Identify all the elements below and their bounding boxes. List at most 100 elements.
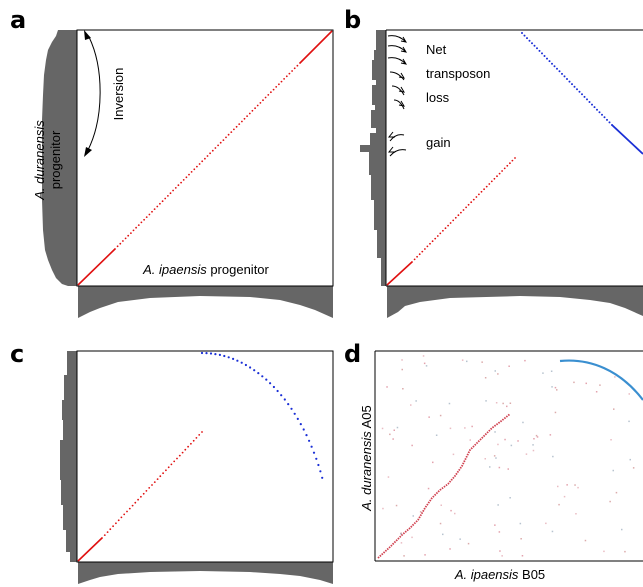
- background-hit: [381, 427, 384, 430]
- data-point: [124, 237, 127, 240]
- data-point: [236, 359, 239, 362]
- background-hit: [612, 469, 614, 472]
- background-hit: [558, 503, 560, 506]
- data-point: [256, 104, 259, 107]
- data-point: [145, 490, 148, 492]
- data-point: [299, 423, 302, 426]
- background-hit: [508, 365, 510, 367]
- background-hit: [501, 555, 503, 557]
- background-hit: [461, 359, 464, 361]
- background-hit: [624, 550, 626, 553]
- background-hit: [520, 538, 522, 540]
- background-hit: [551, 530, 554, 533]
- background-hit: [498, 531, 501, 533]
- background-hit: [533, 438, 535, 440]
- data-point: [293, 67, 296, 70]
- background-hit: [535, 434, 538, 437]
- inversion-label: Inversion: [111, 68, 126, 121]
- data-point: [296, 417, 299, 420]
- data-point: [480, 190, 483, 193]
- background-hit: [419, 511, 422, 513]
- data-point: [583, 95, 586, 98]
- data-point: [259, 102, 262, 104]
- data-point: [269, 382, 272, 385]
- background-hit: [525, 453, 528, 455]
- data-point: [123, 513, 126, 516]
- data-point: [156, 478, 159, 480]
- data-point: [568, 80, 571, 83]
- data-point: [601, 113, 603, 116]
- panel-a-frame: [76, 29, 334, 287]
- background-hit: [498, 466, 501, 469]
- data-point: [411, 261, 413, 263]
- data-point: [187, 445, 190, 448]
- data-point: [116, 245, 119, 248]
- data-point: [276, 389, 279, 393]
- background-hit: [495, 457, 497, 459]
- background-hit: [439, 414, 442, 417]
- data-point: [538, 49, 541, 52]
- data-point: [536, 47, 538, 50]
- data-point: [182, 179, 185, 181]
- data-point: [593, 106, 596, 109]
- data-point: [230, 131, 233, 134]
- panel-b-inverted-line: [611, 124, 643, 155]
- data-point: [267, 94, 270, 96]
- data-point: [521, 32, 523, 34]
- background-hit: [556, 389, 558, 391]
- data-point: [135, 226, 138, 229]
- data-point: [253, 369, 256, 372]
- data-point: [493, 177, 496, 180]
- data-point: [475, 196, 478, 198]
- data-point: [460, 211, 462, 214]
- panel-a-ylabel-1: A. duranensis: [32, 120, 47, 201]
- data-point: [444, 227, 447, 230]
- background-hit: [386, 386, 388, 388]
- data-point: [181, 451, 184, 454]
- panel-b-left-histogram: [360, 30, 386, 286]
- data-point: [470, 201, 473, 204]
- background-hit: [522, 421, 524, 424]
- background-hit: [566, 484, 568, 486]
- background-hit: [510, 444, 513, 447]
- data-point: [151, 210, 153, 213]
- data-point: [447, 224, 449, 227]
- data-point: [541, 52, 543, 55]
- data-point: [127, 234, 130, 237]
- data-point: [272, 88, 275, 91]
- panel-b-forward-line: [386, 261, 413, 286]
- background-hit: [401, 368, 403, 371]
- data-point: [270, 91, 272, 94]
- background-hit: [411, 444, 413, 447]
- background-hit: [425, 365, 428, 367]
- data-point: [576, 88, 578, 91]
- data-point: [132, 229, 135, 232]
- background-hit: [614, 376, 616, 378]
- data-point: [305, 434, 308, 437]
- data-point: [145, 216, 148, 219]
- data-point: [596, 108, 598, 111]
- background-hit: [466, 360, 468, 363]
- data-point: [429, 242, 431, 245]
- data-point: [293, 412, 296, 415]
- data-point: [143, 218, 146, 221]
- background-hit: [563, 495, 566, 498]
- data-point: [312, 451, 316, 454]
- data-point: [457, 214, 460, 217]
- panel-a-xlabel: A. ipaensis progenitor: [142, 262, 269, 277]
- data-point: [418, 253, 421, 256]
- background-hit: [495, 402, 498, 404]
- background-hit: [440, 504, 442, 506]
- data-point: [188, 173, 190, 176]
- data-point: [119, 242, 122, 245]
- data-point: [578, 90, 581, 93]
- background-hit: [615, 491, 618, 494]
- panel-a-left-histogram: [42, 30, 77, 286]
- background-hit: [504, 438, 506, 441]
- data-point: [488, 183, 491, 185]
- background-hit: [497, 443, 499, 446]
- data-point: [588, 101, 591, 103]
- data-point: [137, 498, 140, 501]
- background-hit: [464, 427, 466, 429]
- data-point: [109, 528, 112, 531]
